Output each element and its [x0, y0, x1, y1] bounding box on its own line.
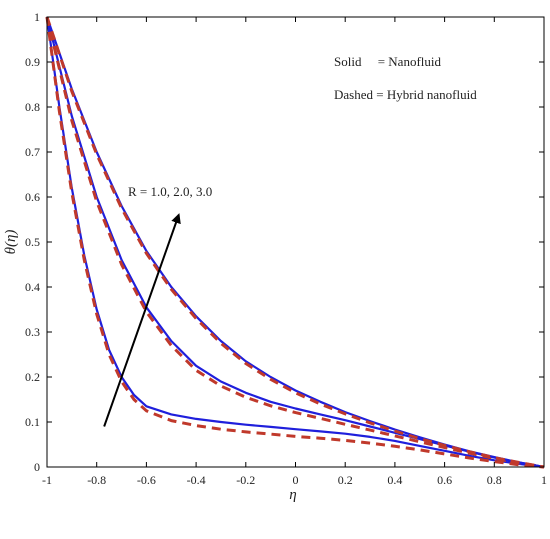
y-tick-label: 0.5: [25, 235, 40, 249]
series-line-5-solid: [45, 16, 545, 469]
x-tick-label: -0.6: [137, 473, 156, 487]
series-line-4-dashed: [45, 16, 545, 469]
x-tick-label: -0.2: [236, 473, 255, 487]
x-tick-label: 1: [541, 473, 547, 487]
x-tick-label: -1: [42, 473, 52, 487]
annotation-arrow: [103, 213, 181, 427]
y-tick-label: 0.9: [25, 55, 40, 69]
series-line-3-solid: [45, 16, 545, 469]
x-tick-label: 0.4: [387, 473, 402, 487]
y-tick-label: 0: [34, 460, 40, 474]
series-line-1-solid: [45, 16, 545, 469]
series-line-6-dashed: [45, 16, 545, 469]
x-tick-label: 0.8: [487, 473, 502, 487]
y-tick-label: 0.4: [25, 280, 40, 294]
y-tick-label: 0.6: [25, 190, 40, 204]
x-tick-label: 0.6: [437, 473, 452, 487]
y-tick-label: 0.7: [25, 145, 40, 159]
x-axis-label: η: [289, 487, 296, 503]
y-tick-label: 1: [34, 10, 40, 24]
ticks-layer: -1 -0.8 -0.6 -0.4 -0.2 0 0.2 0.4 0.6 0.8 1 0 0.1 0.2 0…: [25, 10, 547, 487]
y-tick-label: 0.3: [25, 325, 40, 339]
legend-entry-dashed: Dashed = Hybrid nanofluid: [334, 87, 477, 102]
series-line-2-dashed: [45, 16, 545, 469]
plot-frame: [46, 16, 545, 468]
x-tick-label: 0: [293, 473, 299, 487]
y-axis-label: θ(η): [3, 230, 19, 255]
y-tick-label: 0.1: [25, 415, 40, 429]
y-tick-label: 0.2: [25, 370, 40, 384]
x-tick-label: 0.2: [338, 473, 353, 487]
y-tick-label: 0.8: [25, 100, 40, 114]
annotation-layer: R = 1.0, 2.0, 3.0: [103, 184, 212, 427]
legend-entry-solid: Solid = Nanofluid: [334, 54, 441, 69]
curves-layer: [45, 16, 545, 469]
x-tick-label: -0.8: [87, 473, 106, 487]
legend: Solid = Nanofluid Dashed = Hybrid nanofl…: [334, 54, 477, 102]
x-tick-label: -0.4: [187, 473, 206, 487]
annotation-label: R = 1.0, 2.0, 3.0: [128, 184, 212, 199]
